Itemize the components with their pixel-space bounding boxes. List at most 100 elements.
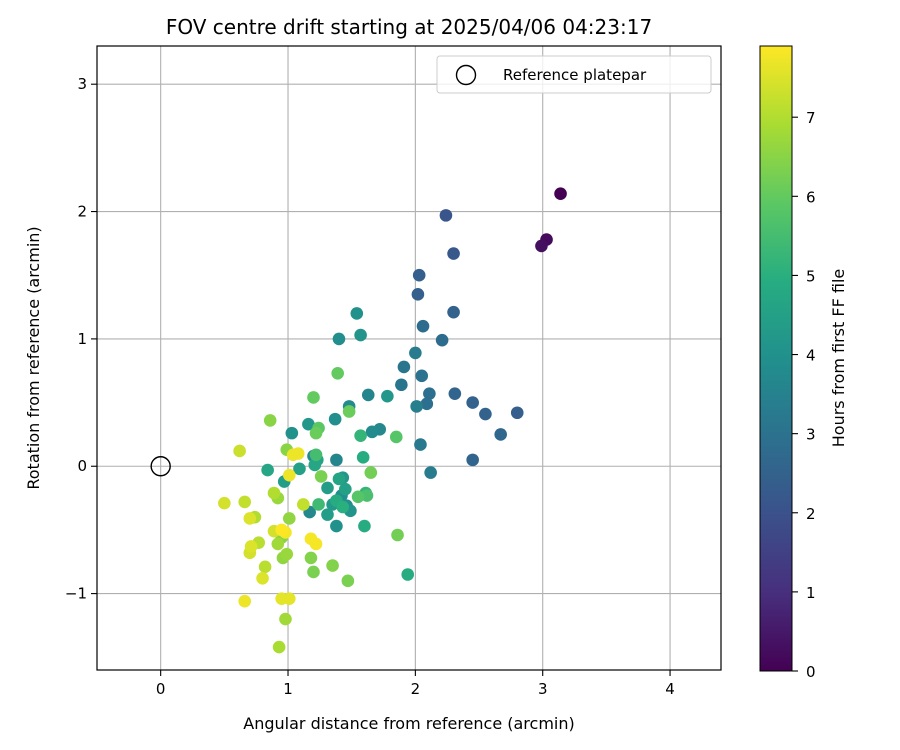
data-point [416,319,430,333]
data-point [423,387,436,400]
data-point [554,187,567,201]
data-point [238,594,252,608]
data-point [275,523,288,537]
data-point [535,239,548,253]
data-point [291,447,305,460]
data-point [321,508,334,521]
plot-background [97,46,721,670]
data-point [339,482,352,496]
y-tick-label: 2 [77,203,87,221]
colorbar-tick-label: 4 [806,347,816,365]
reference-marker-layer [150,456,171,477]
data-point [256,572,269,585]
data-point [397,360,411,374]
plot-area: 0 1 2 3 4 −1 0 1 2 3 [65,45,722,698]
data-point [356,451,370,464]
data-point [358,519,371,533]
data-point [243,512,257,525]
data-point [409,346,422,360]
y-tick-label: 1 [77,330,87,348]
data-point [336,500,350,514]
data-point [439,209,453,222]
colorbar-label: Hours from first FF file [829,269,848,448]
colorbar-tick-label: 6 [806,188,816,206]
data-point [365,425,379,439]
y-axis-label: Rotation from reference (arcmin) [24,226,43,489]
colorbar: 0 1 2 3 4 5 6 7 Hours from first FF file [759,45,848,681]
colorbar-gradient [759,45,793,672]
data-point [309,537,323,551]
data-point [466,396,479,409]
colorbar-tick-label: 5 [806,267,816,285]
data-point [282,468,296,482]
x-axis-label: Angular distance from reference (arcmin) [243,714,574,733]
plot-frame [96,45,722,671]
data-point [354,328,367,342]
data-point [341,574,355,588]
data-point [282,592,296,605]
data-point [342,405,356,418]
data-point [414,438,427,451]
data-point [332,472,346,486]
colorbar-tick-label: 7 [806,109,816,127]
axis-ticks: 0 1 2 3 4 −1 0 1 2 3 [65,75,675,698]
data-point [282,512,296,525]
data-point [233,444,246,458]
colorbar-tick-label: 2 [806,505,816,523]
data-point [395,378,408,392]
data-point [297,498,310,511]
data-point [304,551,318,565]
data-point [309,448,323,462]
scatter-points [218,187,567,654]
data-point [424,466,437,479]
data-point [332,332,346,346]
data-point [361,388,375,402]
data-point [410,400,423,413]
data-point [272,640,286,654]
data-point [258,560,272,574]
data-point [330,519,343,533]
data-point [309,426,323,440]
data-point [389,430,403,444]
data-point [354,429,367,442]
data-point [479,407,492,421]
y-tick-label: −1 [65,585,87,603]
data-point [307,565,320,579]
data-point [261,463,274,477]
data-point [238,495,252,509]
data-point [312,498,325,511]
data-point [412,268,426,282]
data-point [351,490,365,504]
data-point [447,305,460,319]
data-point [330,453,343,467]
data-point [350,307,364,320]
data-point [285,426,299,440]
data-point [314,470,328,483]
data-point [331,366,344,380]
data-point [447,247,460,260]
colorbar-tick-label: 3 [806,426,816,444]
x-tick-label: 2 [411,680,421,698]
reference-platepar-marker [150,456,171,477]
data-point [267,486,281,500]
data-point [263,414,277,427]
legend-box [436,55,712,94]
data-point [308,458,322,472]
y-tick-label: 3 [77,75,87,93]
data-point [321,481,334,495]
data-point [244,540,258,553]
colorbar-ticks: 0 1 2 3 4 5 6 7 [792,109,816,681]
data-point [302,417,315,431]
data-point [510,406,524,420]
data-point [466,453,479,467]
data-point [293,462,306,476]
colorbar-tick-label: 1 [806,584,816,602]
data-point [435,333,449,347]
x-tick-label: 4 [665,680,675,698]
x-tick-label: 1 [283,680,293,698]
x-tick-label: 3 [538,680,548,698]
legend-marker-icon [455,64,477,86]
x-tick-label: 0 [156,680,166,698]
legend-entry-reference: Reference platepar [503,66,647,84]
